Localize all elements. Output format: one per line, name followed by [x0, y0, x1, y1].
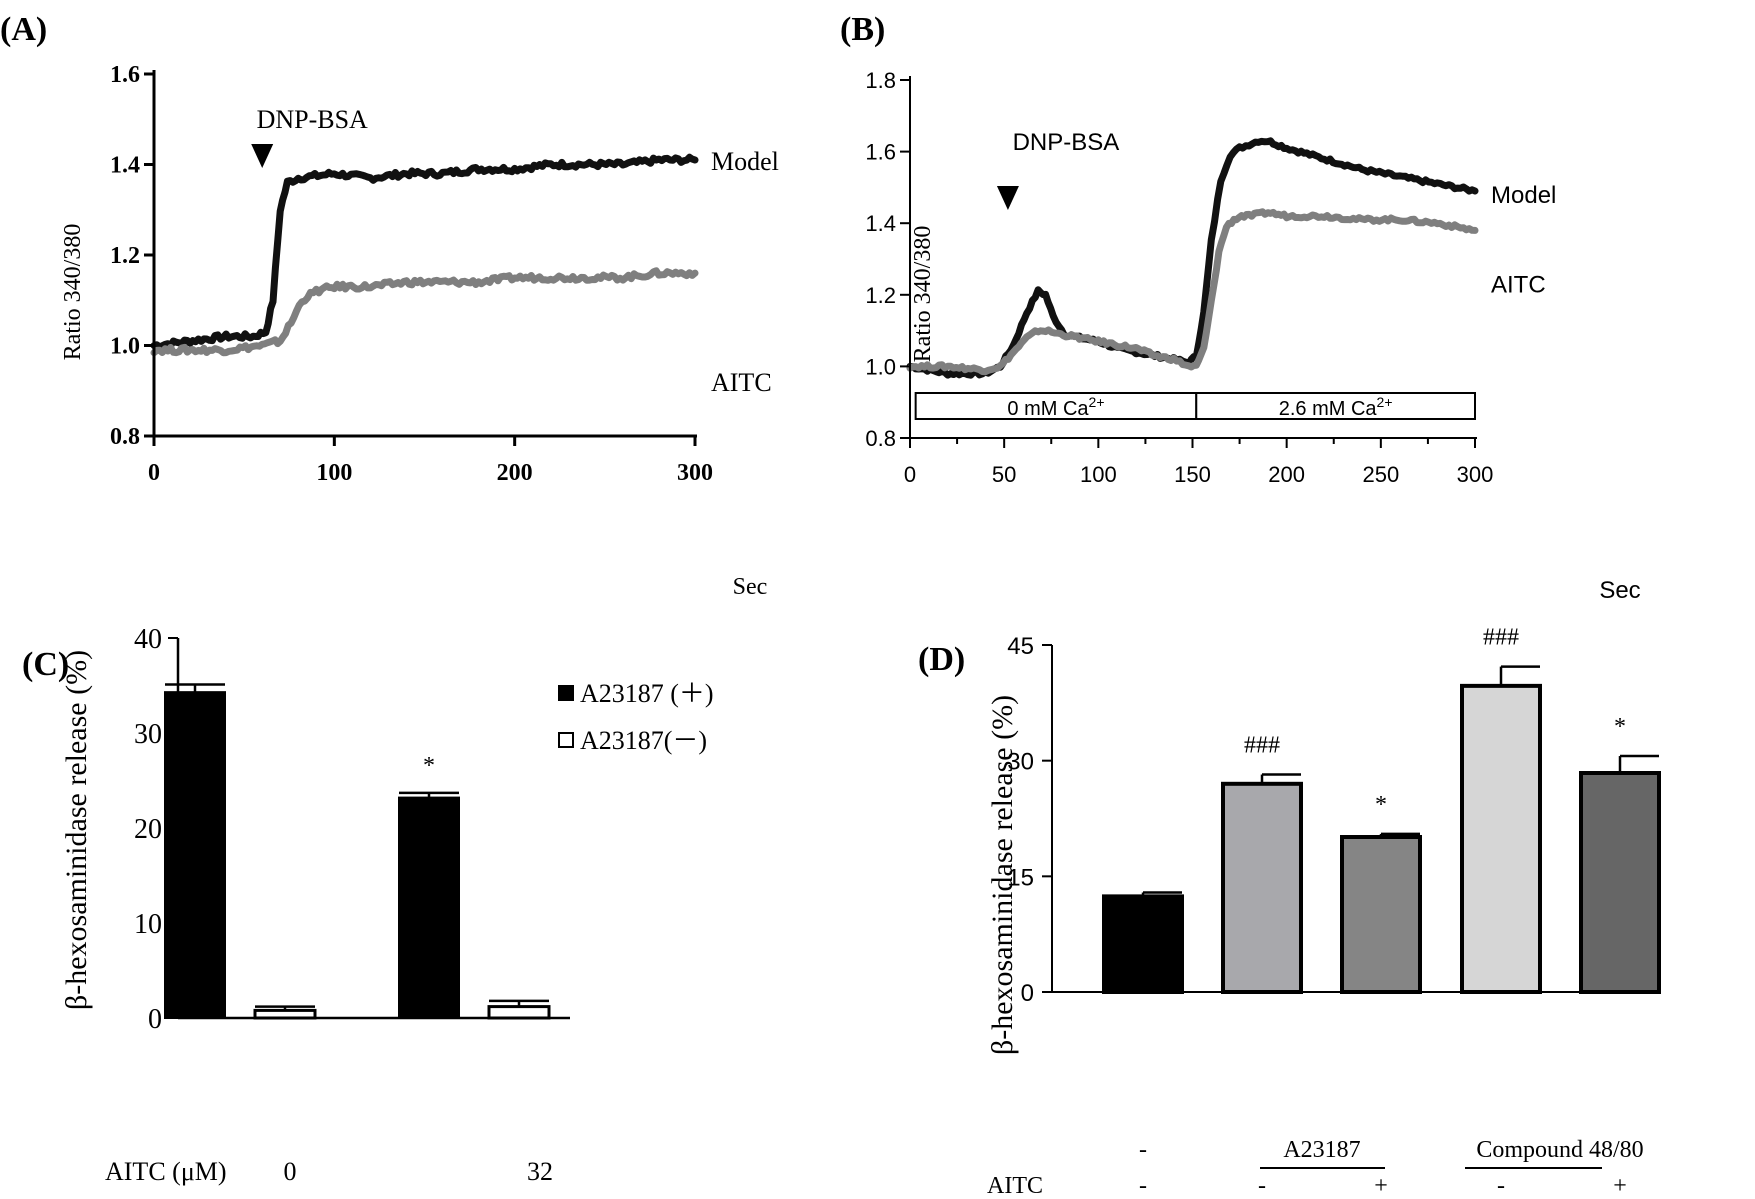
- panel-label-d: (D): [918, 641, 965, 678]
- x-tick-label: 0: [148, 460, 160, 486]
- y-tick-label: 1.2: [110, 243, 140, 269]
- y-tick-label: 30: [1007, 749, 1034, 776]
- y-tick-label: 40: [134, 624, 162, 655]
- chart-a-series-label-model: Model: [711, 147, 779, 176]
- y-tick-label: 0.8: [110, 424, 140, 450]
- chart-a-series-label-aitc: AITC: [711, 368, 772, 397]
- chart-b-xlabel: Sec: [1599, 577, 1640, 604]
- x-tick-label: 150: [1174, 462, 1211, 487]
- chart-d-aitc-value: +: [1613, 1173, 1627, 1199]
- panel-label-c: (C): [22, 646, 69, 683]
- y-tick-label: 1.8: [865, 68, 896, 93]
- y-tick-label: 1.6: [110, 62, 140, 88]
- x-tick-label: 200: [1268, 462, 1305, 487]
- chart-d-significance-mark: *: [1614, 714, 1626, 740]
- chart-d-stimulus-label: A23187: [1283, 1137, 1360, 1163]
- chart-d-aitc-value: +: [1374, 1173, 1388, 1199]
- y-tick-label: 1.6: [865, 140, 896, 165]
- chart-b-series-model: [906, 137, 1479, 379]
- y-tick-label: 15: [1007, 864, 1034, 891]
- x-tick-label: 300: [677, 460, 713, 486]
- chart-b-condition-label: 2.6 mM Ca2+: [1279, 394, 1393, 420]
- chart-b-condition-bar: [914, 392, 1198, 420]
- chart-c-legend-swatch-minus: [558, 732, 574, 748]
- x-tick-label: 250: [1362, 462, 1399, 487]
- chart-d-ylabel: β-hexosaminidase release (%): [986, 695, 1019, 1055]
- x-tick-label: 100: [316, 460, 352, 486]
- y-tick-label: 1.0: [865, 354, 896, 379]
- chart-b-condition-bar: [1195, 392, 1477, 420]
- chart-d-bar: [1579, 771, 1661, 995]
- x-tick-label: 50: [992, 462, 1016, 487]
- chart-c-legend-swatch-plus: [558, 685, 574, 701]
- y-tick-label: 10: [134, 909, 162, 940]
- chart-d-bar: [1221, 781, 1303, 994]
- chart-c-bar: [164, 691, 226, 1020]
- y-tick-label: 1.2: [865, 283, 896, 308]
- chart-b: 0 50 100 150 200 250 300 0.8 1.0 1.2 1.4 1.6 1.8 0 …: [865, 68, 1640, 604]
- chart-a-series-aitc: [150, 267, 699, 357]
- chart-c-bar: [487, 1005, 551, 1020]
- chart-c-significance-mark: *: [423, 753, 435, 779]
- chart-d-significance-mark: ###: [1483, 625, 1519, 651]
- panel-label-b: (B): [840, 11, 885, 48]
- y-tick-label: 0: [148, 1004, 162, 1035]
- chart-d-bar: [1102, 894, 1184, 994]
- panel-label-a: (A): [0, 11, 47, 48]
- chart-d-bar: [1460, 683, 1542, 994]
- chart-c: * 0 10 20 30 40 0 32 β-hexosaminidase release…: [60, 624, 714, 1186]
- x-tick-label: 32: [527, 1157, 553, 1186]
- y-tick-label: 0.8: [865, 426, 896, 451]
- chart-b-series-aitc: [906, 208, 1479, 376]
- chart-b-annotation-arrow: [996, 186, 1019, 210]
- chart-d-significance-mark: ###: [1244, 733, 1280, 759]
- chart-a-xlabel: Sec: [733, 574, 768, 600]
- y-tick-label: 1.4: [110, 153, 140, 179]
- chart-d-aitc-row-label: AITC: [987, 1173, 1043, 1199]
- chart-a-ylabel: Ratio 340/380: [60, 224, 86, 361]
- chart-d-significance-mark: *: [1375, 792, 1387, 818]
- y-tick-label: 45: [1007, 633, 1034, 660]
- chart-d-aitc-value: -: [1139, 1173, 1147, 1199]
- y-tick-label: 1.0: [110, 334, 140, 360]
- chart-b-series-label-aitc: AITC: [1491, 271, 1546, 298]
- y-tick-label: 30: [134, 719, 162, 750]
- chart-c-legend-label-plus: A23187 (＋): [580, 679, 714, 708]
- chart-a-series-model: [150, 153, 699, 351]
- y-tick-label: 1.4: [865, 211, 896, 236]
- chart-c-legend-label-minus: A23187(－): [580, 726, 707, 755]
- chart-a-annotation: DNP-BSA: [257, 105, 368, 134]
- chart-c-ylabel: β-hexosaminidase release (%): [60, 650, 93, 1010]
- chart-d-stimulus-label: Compound 48/80: [1476, 1137, 1643, 1163]
- chart-b-ylabel: Ratio 340/380: [910, 226, 936, 363]
- y-tick-label: 0: [1021, 980, 1034, 1007]
- chart-d-stimulus-label: -: [1139, 1137, 1147, 1163]
- chart-d-aitc-value: -: [1497, 1173, 1505, 1199]
- chart-b-condition-label: 0 mM Ca2+: [1007, 394, 1104, 420]
- chart-c-legend: A23187 (＋) A23187(－): [558, 679, 714, 755]
- chart-d-aitc-value: -: [1258, 1173, 1266, 1199]
- x-tick-label: 0: [904, 462, 916, 487]
- chart-b-series-label-model: Model: [1491, 182, 1556, 209]
- chart-a-annotation-arrow: [251, 144, 274, 168]
- chart-d-bar: [1340, 835, 1422, 994]
- chart-b-annotation: DNP-BSA: [1013, 129, 1120, 156]
- x-tick-label: 0: [284, 1157, 297, 1186]
- x-tick-label: 200: [497, 460, 533, 486]
- chart-a: 0 100 200 300 0.8 1.0 1.2 1.4 1.6 Ratio 340/380…: [60, 62, 779, 600]
- chart-c-xlabel: AITC (μM): [105, 1157, 227, 1186]
- x-tick-label: 100: [1080, 462, 1117, 487]
- y-tick-label: 20: [134, 814, 162, 845]
- x-tick-label: 300: [1457, 462, 1494, 487]
- chart-c-bar: [398, 796, 460, 1019]
